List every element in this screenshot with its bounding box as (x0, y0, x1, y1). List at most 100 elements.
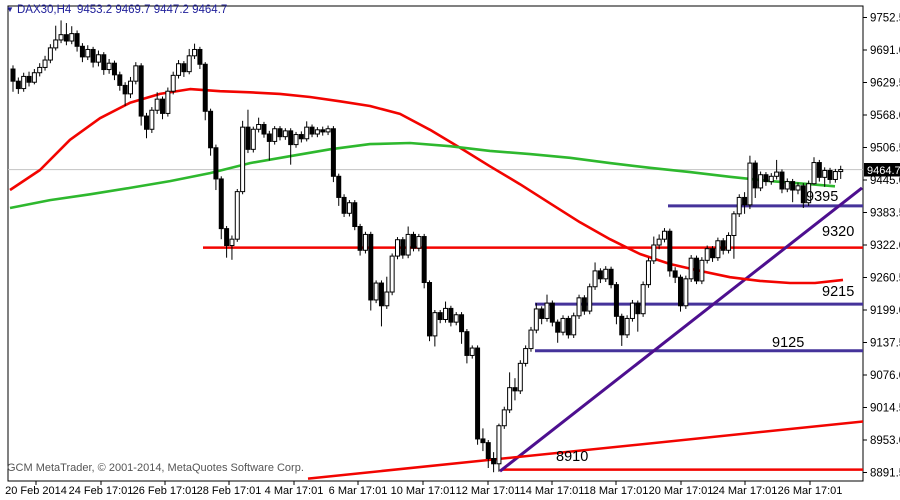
uptrend-purple[interactable] (499, 186, 863, 473)
candle (464, 329, 470, 364)
candle (613, 281, 619, 325)
candle-body-bear (485, 442, 491, 459)
candle-body-bear (827, 169, 833, 180)
candle (784, 178, 790, 193)
candle (806, 180, 812, 206)
candle-body-bull (384, 291, 390, 307)
candle-body-bear (448, 307, 454, 323)
candle-body-bear (459, 314, 465, 333)
candle-body-bull (715, 240, 721, 259)
lower-red-trendline[interactable] (307, 420, 864, 480)
candle-body-bear (10, 68, 16, 82)
candle-body-bear (619, 315, 625, 336)
candle-body-bear (218, 178, 224, 230)
candle (710, 246, 716, 262)
candle (539, 306, 545, 325)
candle (37, 63, 43, 77)
candle (346, 200, 352, 217)
candle-body-bear (597, 270, 603, 280)
x-tick-label: 24 Mar 17:01 (713, 485, 778, 497)
candle (325, 125, 331, 136)
candle (608, 266, 614, 289)
candle-body-bear (63, 34, 69, 42)
candle-body-bear (800, 185, 806, 204)
candle-body-bull (533, 308, 539, 331)
candle (197, 46, 203, 70)
candle (507, 372, 513, 414)
candle-body-bear (117, 74, 123, 86)
candle-body-bull (758, 174, 764, 189)
candle (95, 50, 101, 67)
candle-body-bull (501, 409, 507, 427)
candle (362, 231, 368, 254)
candle (282, 128, 288, 140)
candle (427, 280, 433, 342)
x-tick-label: 12 Mar 17:01 (456, 485, 521, 497)
candle (832, 168, 838, 183)
candle-body-bear (491, 457, 497, 465)
candle (111, 60, 117, 81)
candle (768, 173, 774, 185)
candle (571, 312, 577, 339)
candle (629, 299, 635, 322)
candle-body-bull (47, 47, 53, 61)
candle-body-bull (346, 202, 352, 214)
candle (640, 281, 646, 317)
candle-body-bull (394, 239, 400, 257)
candle-body-bull (42, 59, 48, 68)
x-tick-label: 6 Mar 17:01 (329, 485, 388, 497)
symbol-dropdown-icon[interactable]: ▼ (6, 5, 14, 14)
candle (512, 378, 518, 401)
candle-body-bear (245, 126, 251, 150)
candle (208, 108, 214, 156)
candle-body-bull (469, 347, 475, 356)
x-tick-label: 18 Mar 17:01 (584, 485, 649, 497)
candle (432, 309, 438, 347)
candle-body-bear (710, 248, 716, 259)
candle (384, 276, 390, 309)
candle (774, 159, 780, 180)
candle-body-bull (165, 90, 171, 114)
candle (800, 183, 806, 209)
candle-body-bull (192, 48, 198, 57)
candle-body-bull (85, 48, 91, 58)
candle-body-bull (106, 62, 112, 71)
candle (523, 345, 529, 367)
symbol-title: DAX30,H4 (17, 4, 72, 16)
candle (90, 46, 96, 68)
ma-red-slow (9, 87, 844, 285)
candle (144, 112, 149, 139)
candle-body-bull (432, 312, 438, 337)
candle (170, 71, 176, 95)
candle (533, 303, 539, 334)
y-tick-label: 9752.5 (870, 13, 900, 25)
candle (26, 71, 32, 87)
candle-body-bull (304, 126, 310, 140)
candle (63, 23, 69, 46)
candle (469, 345, 475, 359)
candle-body-bull (747, 162, 753, 206)
candle (501, 406, 507, 429)
candle (160, 96, 166, 120)
candle (85, 45, 91, 61)
candle-body-bull (229, 238, 235, 247)
candle (400, 237, 406, 259)
candle-body-bear (101, 54, 107, 71)
candle-body-bear (779, 171, 785, 190)
candle-body-bear (475, 347, 481, 440)
candle-body-bear (208, 110, 214, 149)
candle-body-bull (806, 183, 812, 204)
candle (752, 160, 758, 198)
candle (357, 223, 363, 256)
candle (672, 267, 678, 284)
candle-body-bear (608, 268, 614, 286)
candle (298, 131, 304, 143)
candle-body-bear (378, 282, 384, 307)
candle-body-bear (790, 181, 796, 191)
candle (10, 65, 16, 92)
candle (661, 228, 667, 243)
candle (101, 52, 107, 75)
candle (790, 178, 796, 203)
candle (368, 231, 374, 311)
